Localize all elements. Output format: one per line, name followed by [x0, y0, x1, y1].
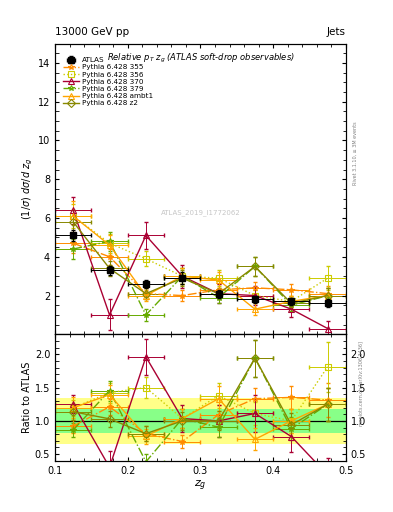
Pythia 6.428 370 [325, 326, 330, 332]
Pythia 6.428 z2 [216, 291, 221, 297]
Text: Jets: Jets [327, 27, 346, 37]
Pythia 6.428 379 [216, 294, 221, 301]
Pythia 6.428 ambt1 [216, 277, 221, 283]
Pythia 6.428 z2 [180, 275, 185, 281]
Pythia 6.428 356 [71, 213, 75, 219]
Pythia 6.428 356 [253, 292, 257, 298]
Pythia 6.428 379 [180, 273, 185, 279]
Pythia 6.428 370 [143, 232, 148, 239]
Line: Pythia 6.428 356: Pythia 6.428 356 [70, 214, 331, 304]
Line: Pythia 6.428 355: Pythia 6.428 355 [70, 241, 331, 298]
Pythia 6.428 355 [107, 254, 112, 260]
Pythia 6.428 370 [107, 312, 112, 318]
Pythia 6.428 ambt1 [180, 273, 185, 279]
Pythia 6.428 356 [325, 275, 330, 281]
Pythia 6.428 379 [71, 246, 75, 252]
Pythia 6.428 z2 [143, 291, 148, 297]
Pythia 6.428 356 [107, 240, 112, 246]
Pythia 6.428 ambt1 [143, 292, 148, 298]
Pythia 6.428 355 [325, 291, 330, 297]
Pythia 6.428 ambt1 [325, 292, 330, 298]
Pythia 6.428 379 [107, 238, 112, 244]
Pythia 6.428 370 [180, 273, 185, 279]
Pythia 6.428 ambt1 [71, 213, 75, 219]
X-axis label: $z_g$: $z_g$ [194, 478, 207, 493]
Pythia 6.428 379 [143, 312, 148, 318]
Pythia 6.428 355 [71, 240, 75, 246]
Pythia 6.428 355 [180, 292, 185, 298]
Line: Pythia 6.428 379: Pythia 6.428 379 [70, 239, 331, 318]
Pythia 6.428 370 [71, 207, 75, 214]
Pythia 6.428 ambt1 [107, 242, 112, 248]
Pythia 6.428 ambt1 [253, 306, 257, 312]
Pythia 6.428 356 [180, 273, 185, 279]
Pythia 6.428 356 [289, 298, 294, 305]
Pythia 6.428 355 [143, 291, 148, 297]
Legend: ATLAS, Pythia 6.428 355, Pythia 6.428 356, Pythia 6.428 370, Pythia 6.428 379, P: ATLAS, Pythia 6.428 355, Pythia 6.428 35… [62, 56, 154, 108]
Text: 13000 GeV pp: 13000 GeV pp [55, 27, 129, 37]
Pythia 6.428 356 [143, 255, 148, 262]
Pythia 6.428 z2 [107, 265, 112, 271]
Pythia 6.428 z2 [289, 300, 294, 306]
Pythia 6.428 379 [253, 263, 257, 269]
Line: Pythia 6.428 ambt1: Pythia 6.428 ambt1 [70, 214, 331, 312]
Line: Pythia 6.428 z2: Pythia 6.428 z2 [70, 219, 331, 306]
Pythia 6.428 ambt1 [289, 298, 294, 305]
Y-axis label: $(1/\sigma)$ $d\sigma/d$ $z_g$: $(1/\sigma)$ $d\sigma/d$ $z_g$ [20, 158, 35, 220]
Pythia 6.428 355 [289, 287, 294, 293]
Text: Relative $p_T$ $z_g$ (ATLAS soft-drop observables): Relative $p_T$ $z_g$ (ATLAS soft-drop ob… [107, 52, 294, 66]
Pythia 6.428 370 [289, 306, 294, 312]
Line: Pythia 6.428 370: Pythia 6.428 370 [70, 207, 331, 331]
Pythia 6.428 370 [216, 291, 221, 297]
Text: mcplots.cern.ch [arXiv:1306.3436]: mcplots.cern.ch [arXiv:1306.3436] [359, 342, 364, 426]
Pythia 6.428 z2 [325, 292, 330, 298]
Text: ATLAS_2019_I1772062: ATLAS_2019_I1772062 [161, 209, 240, 216]
Pythia 6.428 355 [216, 287, 221, 293]
Y-axis label: Ratio to ATLAS: Ratio to ATLAS [22, 362, 32, 433]
Pythia 6.428 355 [253, 285, 257, 291]
Pythia 6.428 356 [216, 275, 221, 281]
Pythia 6.428 z2 [71, 219, 75, 225]
Pythia 6.428 379 [325, 292, 330, 298]
Text: Rivet 3.1.10, ≥ 3M events: Rivet 3.1.10, ≥ 3M events [353, 122, 358, 185]
Pythia 6.428 379 [289, 302, 294, 308]
Pythia 6.428 z2 [253, 263, 257, 269]
Pythia 6.428 370 [253, 292, 257, 298]
